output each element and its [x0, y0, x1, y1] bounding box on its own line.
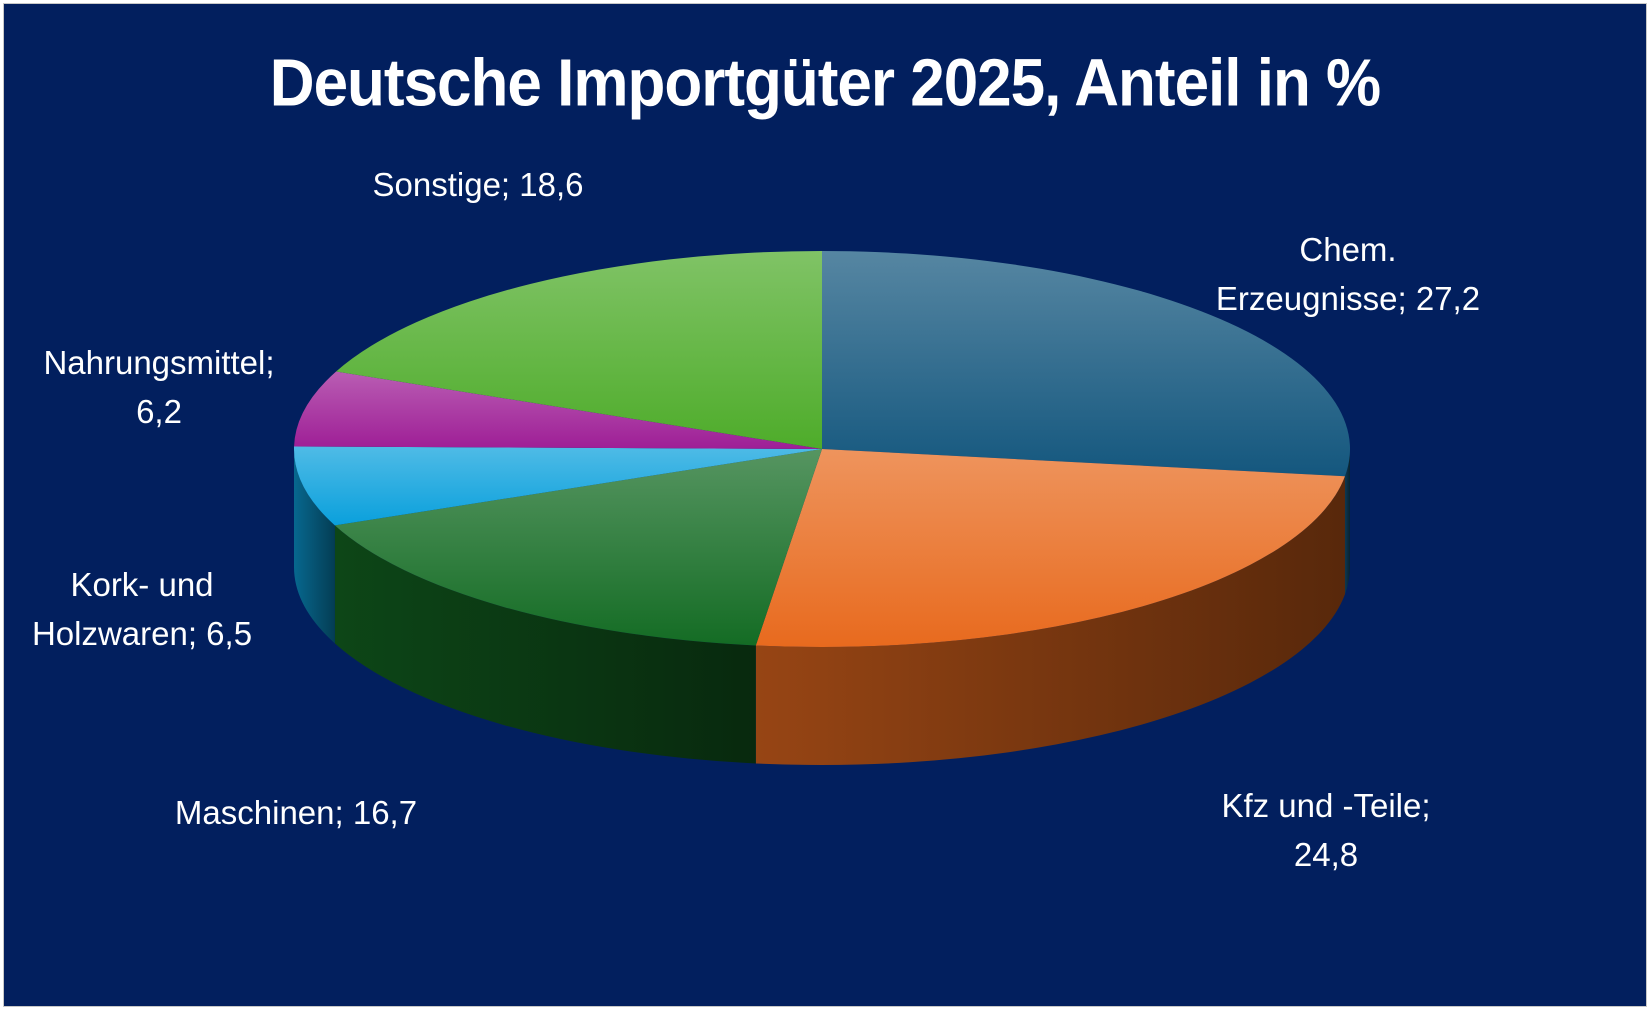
- pie-side-kork: [294, 449, 335, 644]
- pie-slice-nahrung: [294, 371, 822, 449]
- data-label-maschinen: Maschinen; 16,7: [175, 794, 417, 831]
- pie-slice-chem: [822, 251, 1350, 477]
- data-label-sonstige: Sonstige; 18,6: [373, 166, 584, 203]
- pie-side-chem: [1344, 449, 1350, 595]
- data-label-kfz: Kfz und -Teile; 24,8: [1221, 787, 1430, 873]
- pie-side-maschinen: [334, 525, 756, 764]
- pie-slice-maschinen: [334, 449, 822, 646]
- data-label-kork: Kork- und Holzwaren; 6,5: [32, 566, 252, 652]
- pie-slice-sonstige: [336, 251, 822, 449]
- data-label-nahrung: Nahrungsmittel; 6,2: [43, 344, 274, 430]
- chart-frame: Deutsche Importgüter 2025, Anteil in % C…: [3, 3, 1647, 1007]
- chart-title: Deutsche Importgüter 2025, Anteil in %: [269, 46, 1381, 121]
- pie-slice-kfz: [755, 449, 1345, 647]
- pie-side-kfz: [755, 476, 1345, 766]
- data-label-chem: Chem. Erzeugnisse; 27,2: [1216, 231, 1480, 317]
- pie-slice-kork: [294, 446, 822, 526]
- pie-chart: Chem. Erzeugnisse; 27,2 Kfz und -Teile; 24,…: [32, 166, 1480, 873]
